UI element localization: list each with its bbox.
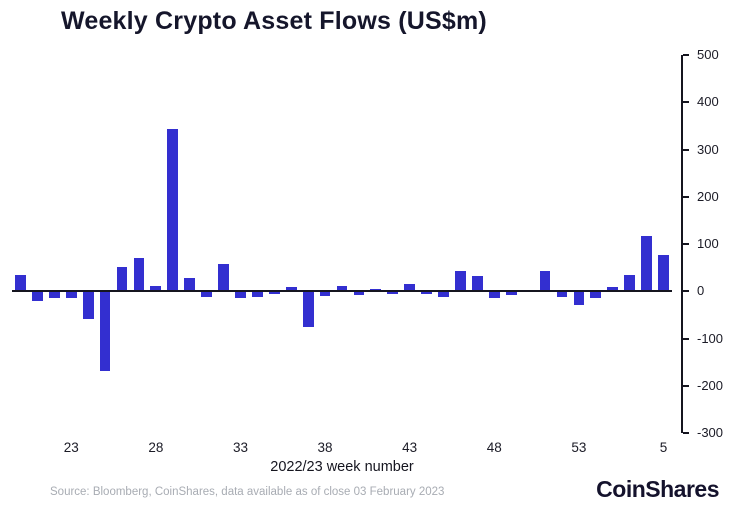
bar-week-40 xyxy=(353,291,365,296)
bar-week-39 xyxy=(336,285,348,292)
bar-week-27 xyxy=(133,258,145,292)
x-tick-label-week-23: 23 xyxy=(63,440,79,455)
coinshares-wordmark: CoinShares xyxy=(596,476,719,502)
bar-week-5 xyxy=(658,255,669,292)
y-tick-label: -200 xyxy=(697,377,724,393)
bar-week-43 xyxy=(404,284,416,292)
bar-week-25 xyxy=(99,291,111,371)
bar-week-44 xyxy=(421,291,433,295)
y-tick-label: -100 xyxy=(697,330,724,346)
y-tick-label: 300 xyxy=(697,141,719,157)
bar-week-1 xyxy=(590,291,602,299)
bar-week-3 xyxy=(624,274,636,292)
x-tick-label-week-5: 5 xyxy=(659,440,668,455)
bar-week-31 xyxy=(201,291,213,297)
bar-week-49 xyxy=(505,291,517,296)
y-axis: 500 400 300 200 100 0 -100 -200 -300 xyxy=(681,47,723,440)
y-tick xyxy=(683,243,689,245)
x-tick-label-week-38: 38 xyxy=(317,440,333,455)
bar-week-30 xyxy=(184,278,196,292)
chart-title: Weekly Crypto Asset Flows (US$m) xyxy=(61,7,487,35)
x-tick-label-week-53: 53 xyxy=(571,440,587,455)
bar-week-23 xyxy=(65,291,77,299)
bar-week-22 xyxy=(48,291,60,299)
bar-week-37 xyxy=(302,291,314,327)
x-tick-label-week-43: 43 xyxy=(402,440,418,455)
bar-week-36 xyxy=(285,287,297,292)
y-tick xyxy=(683,101,689,104)
bar-week-33 xyxy=(235,291,246,298)
bar-week-32 xyxy=(218,264,229,292)
bar-week-28 xyxy=(150,285,162,292)
bar-week-46 xyxy=(455,271,466,292)
bar-week-41 xyxy=(370,288,382,292)
bar-week-48 xyxy=(488,291,500,299)
y-tick xyxy=(683,54,689,56)
bar-week-2 xyxy=(607,286,619,292)
y-tick-label: 100 xyxy=(697,236,719,251)
bar-week-29 xyxy=(167,129,179,292)
y-tick-label: -300 xyxy=(697,425,724,440)
x-axis-label: 2022/23 week number xyxy=(270,459,414,475)
y-tick xyxy=(683,148,689,151)
x-tick-label-week-48: 48 xyxy=(486,440,502,455)
source-note: Source: Bloomberg, CoinShares, data avai… xyxy=(50,486,445,498)
bar-week-47 xyxy=(471,275,483,292)
bar-week-4 xyxy=(641,235,653,292)
bar-week-34 xyxy=(251,291,263,297)
bar-week-21 xyxy=(31,291,43,301)
y-tick-label: 400 xyxy=(697,94,719,110)
bar-week-38 xyxy=(319,291,331,296)
x-axis-ticks: 23 28 33 38 43 48 53 5 xyxy=(12,440,672,456)
bar-week-42 xyxy=(387,291,399,294)
y-tick-label: 0 xyxy=(697,283,705,299)
bar-week-24 xyxy=(82,291,94,319)
y-tick xyxy=(683,195,689,198)
x-tick-label-week-28: 28 xyxy=(148,440,164,455)
bar-week-26 xyxy=(116,266,128,292)
y-tick-label: 200 xyxy=(697,188,719,204)
x-tick-label-week-33: 33 xyxy=(232,440,248,455)
bar-week-20 xyxy=(15,274,26,292)
bar-week-53 xyxy=(573,291,585,306)
y-tick xyxy=(683,432,689,434)
plot-area xyxy=(12,55,672,433)
zero-baseline xyxy=(12,290,672,293)
y-tick-label: 500 xyxy=(697,47,719,62)
y-tick xyxy=(683,384,689,387)
bar-week-35 xyxy=(268,291,280,294)
bar-week-45 xyxy=(438,291,449,297)
y-tick xyxy=(683,337,689,340)
bar-week-52 xyxy=(556,291,568,297)
y-tick xyxy=(683,290,689,293)
bar-week-51 xyxy=(539,271,551,292)
